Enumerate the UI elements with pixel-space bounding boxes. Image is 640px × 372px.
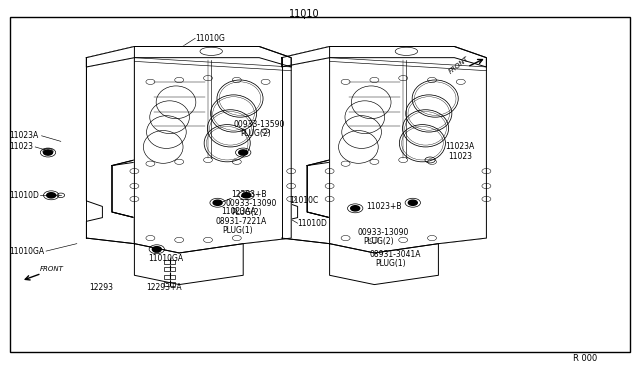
Text: PLUG(1): PLUG(1) [223, 226, 253, 235]
Text: 11010GA: 11010GA [148, 254, 184, 263]
Text: 00933-13590: 00933-13590 [234, 120, 285, 129]
Polygon shape [307, 160, 486, 253]
Circle shape [239, 150, 248, 155]
Text: 08931-7221A: 08931-7221A [215, 217, 266, 226]
Text: FRONT: FRONT [448, 55, 470, 74]
Text: R 000: R 000 [573, 354, 597, 363]
Polygon shape [307, 160, 461, 253]
Text: 00933-13090: 00933-13090 [357, 228, 408, 237]
Text: PLUG(2): PLUG(2) [363, 237, 394, 246]
Text: 11010: 11010 [289, 9, 319, 19]
Polygon shape [86, 46, 134, 244]
Text: 11023A: 11023A [10, 131, 39, 140]
Circle shape [351, 206, 360, 211]
Text: 11010C: 11010C [289, 196, 319, 205]
Bar [164, 260, 175, 264]
Polygon shape [438, 46, 486, 244]
Polygon shape [134, 46, 291, 253]
Text: 11010GA: 11010GA [10, 247, 45, 256]
Text: FRONT: FRONT [40, 266, 63, 272]
Text: PLUG(2): PLUG(2) [240, 129, 271, 138]
Text: 11023A: 11023A [445, 142, 474, 151]
Polygon shape [86, 46, 291, 67]
Bar [164, 275, 175, 279]
Bar [164, 267, 175, 271]
Text: PLUG(2): PLUG(2) [232, 208, 262, 217]
Circle shape [213, 200, 222, 205]
Polygon shape [243, 46, 291, 244]
Text: 00933-13090: 00933-13090 [225, 199, 276, 208]
Text: 11023AA: 11023AA [221, 207, 255, 216]
Text: 11023: 11023 [448, 153, 472, 161]
Polygon shape [112, 160, 291, 253]
Text: 12293+A: 12293+A [146, 283, 182, 292]
Circle shape [242, 193, 251, 198]
Circle shape [44, 150, 52, 155]
Text: 08931-3041A: 08931-3041A [370, 250, 421, 259]
Polygon shape [330, 46, 486, 253]
Circle shape [408, 200, 417, 205]
Text: 12293+B: 12293+B [232, 190, 267, 199]
Circle shape [47, 193, 56, 198]
Text: 11023+B: 11023+B [366, 202, 401, 211]
Text: 12293: 12293 [90, 283, 114, 292]
Text: 11010D: 11010D [10, 191, 40, 200]
Text: 11010D: 11010D [298, 219, 328, 228]
Polygon shape [282, 46, 330, 244]
Text: 11023: 11023 [10, 142, 34, 151]
Text: 11010G: 11010G [195, 34, 225, 43]
Polygon shape [330, 244, 438, 285]
Polygon shape [134, 244, 243, 285]
Polygon shape [282, 46, 486, 67]
Text: PLUG(1): PLUG(1) [376, 259, 406, 268]
Bar [164, 282, 175, 286]
Polygon shape [112, 160, 266, 253]
Circle shape [152, 247, 161, 252]
